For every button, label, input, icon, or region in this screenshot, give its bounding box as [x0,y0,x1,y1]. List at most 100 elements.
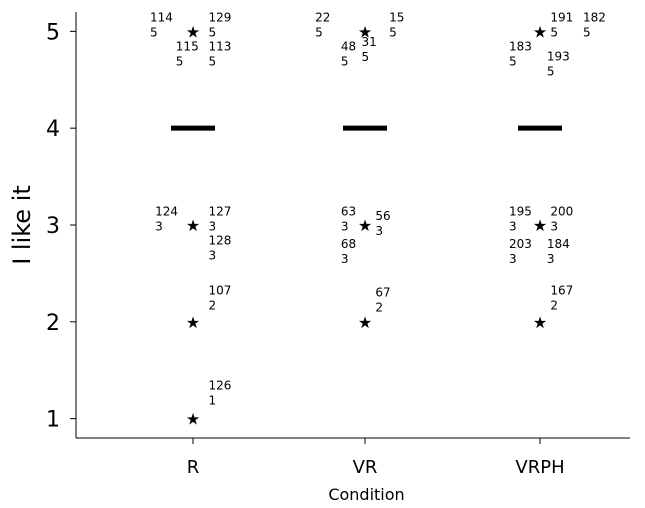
outlier-case-id: 114 [150,11,173,25]
outlier-case-id: 124 [155,204,178,218]
outlier-case-id: 107 [208,284,231,298]
outlier-case-id: 200 [550,204,573,218]
outlier-annotation: 126 1 [208,379,231,408]
outlier-point: ★ [358,216,372,235]
outlier-case-id: 182 [583,11,606,25]
outlier-annotation: 114 5 [150,11,173,40]
outlier-point: ★ [533,216,547,235]
outlier-value: 5 [583,26,591,40]
outlier-annotation: 107 2 [208,284,231,313]
outlier-case-id: 127 [208,204,231,218]
outlier-case-id: 68 [341,237,356,251]
outlier-point: ★ [358,313,372,332]
outlier-value: 5 [550,26,558,40]
outlier-value: 2 [375,301,383,315]
outlier-point: ★ [186,216,200,235]
outlier-value: 5 [341,55,349,69]
outlier-point: ★ [186,313,200,332]
y-axis-ticks: 1 2 3 4 5 [46,20,76,433]
outlier-point: ★ [186,22,200,41]
outlier-value: 5 [208,26,216,40]
outlier-value: 5 [315,26,323,40]
outlier-value: 5 [509,55,517,69]
outlier-case-id: 15 [389,11,404,25]
outlier-value: 5 [208,55,216,69]
outlier-annotation: 22 5 [315,11,330,40]
outlier-case-id: 183 [509,40,532,54]
outlier-value: 3 [375,224,383,238]
outlier-case-id: 184 [547,237,570,251]
outlier-value: 3 [341,252,349,266]
outlier-case-id: 113 [208,40,231,54]
x-axis-ticks: R VR VRPH [187,438,565,478]
outlier-case-id: 191 [550,11,573,25]
outlier-annotation: 115 5 [176,40,199,69]
outlier-value: 5 [362,50,370,64]
outlier-annotation: 15 5 [389,11,404,40]
outlier-annotation: 167 2 [550,284,573,313]
y-tick-label: 4 [46,117,60,142]
outlier-annotation: 195 3 [509,204,532,233]
outlier-value: 3 [509,219,517,233]
x-tick-label: VR [353,457,378,478]
outlier-annotation: 203 3 [509,237,532,266]
outlier-annotation: 191 5 [550,11,573,40]
outlier-case-id: 56 [375,209,390,223]
outlier-annotation: 193 5 [547,49,570,78]
outlier-value: 3 [208,248,216,262]
outlier-annotation: 68 3 [341,237,356,266]
outlier-case-id: 63 [341,204,356,218]
outlier-point: ★ [533,313,547,332]
outlier-annotation: 127 3 [208,204,231,233]
outlier-value: 3 [509,252,517,266]
outlier-case-id: 67 [375,286,390,300]
x-tick-label: VRPH [515,457,564,478]
outlier-annotation: 67 2 [375,286,390,315]
outlier-annotation: 182 5 [583,11,606,40]
outlier-value: 3 [341,219,349,233]
outlier-value: 5 [176,55,184,69]
x-axis-title: Condition [328,485,404,504]
outlier-value: 3 [155,219,163,233]
outlier-case-id: 129 [208,11,231,25]
y-tick-label: 1 [46,408,60,433]
outlier-value: 5 [547,64,555,78]
outlier-annotation: 128 3 [208,233,231,262]
outlier-annotation: 184 3 [547,237,570,266]
y-axis-title: I like it [8,185,36,265]
outlier-point: ★ [186,410,200,429]
outlier-case-id: 195 [509,204,532,218]
outlier-annotation: 200 3 [550,204,573,233]
outlier-annotation: 56 3 [375,209,390,238]
outlier-annotation: 31 5 [362,35,377,64]
outlier-annotation: 48 5 [341,40,356,69]
y-tick-label: 3 [46,214,60,239]
outlier-case-id: 126 [208,379,231,393]
x-tick-label: R [187,457,200,478]
outlier-annotation: 113 5 [208,40,231,69]
outlier-case-id: 128 [208,233,231,247]
outlier-value: 3 [208,219,216,233]
y-tick-label: 2 [46,311,60,336]
outlier-case-id: 22 [315,11,330,25]
outlier-value: 2 [208,299,216,313]
outlier-value: 3 [550,219,558,233]
outlier-case-id: 48 [341,40,356,54]
outlier-value: 1 [208,394,216,408]
outlier-case-id: 115 [176,40,199,54]
outlier-annotation: 63 3 [341,204,356,233]
outlier-case-id: 203 [509,237,532,251]
outlier-value: 5 [150,26,158,40]
outlier-annotation: 183 5 [509,40,532,69]
outlier-value: 3 [547,252,555,266]
y-tick-label: 5 [46,20,60,45]
outlier-case-id: 193 [547,49,570,63]
outlier-annotation: 124 3 [155,204,178,233]
outlier-value: 2 [550,299,558,313]
outlier-points: ★ ★ ★ ★ ★ ★ ★ ★ ★ ★ [186,22,547,428]
outlier-point: ★ [533,22,547,41]
outlier-value: 5 [389,26,397,40]
outlier-annotation: 129 5 [208,11,231,40]
